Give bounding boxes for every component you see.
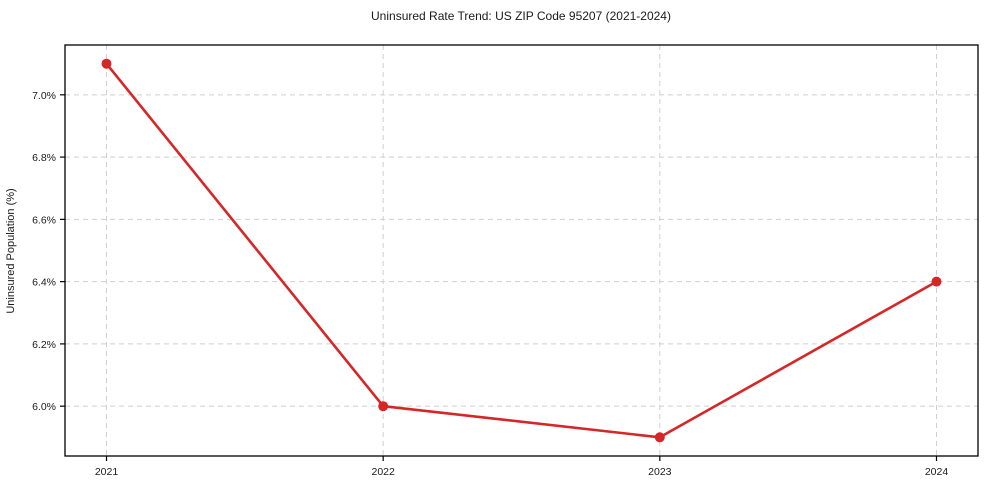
- grid-layer: [65, 45, 978, 456]
- y-tick-label: 6.2%: [32, 339, 56, 351]
- x-tick-label: 2021: [95, 466, 119, 478]
- y-tick-label: 7.0%: [32, 90, 56, 102]
- trend-line: [105, 62, 938, 439]
- y-axis-label: Uninsured Population (%): [5, 188, 17, 313]
- y-tick-label: 6.0%: [32, 401, 56, 413]
- data-point-2022: [378, 401, 389, 412]
- chart-title: Uninsured Rate Trend: US ZIP Code 95207 …: [371, 9, 671, 23]
- x-tick-label: 2023: [648, 466, 672, 478]
- data-point-2024: [931, 276, 942, 287]
- axes-layer: 6.0% 6.2% 6.4% 6.6% 6.8% 7.0% 2021 2022 2023 2024: [32, 44, 979, 478]
- series-layer: [101, 58, 942, 443]
- data-point-2023: [654, 432, 665, 443]
- y-tick-label: 6.4%: [32, 277, 56, 289]
- data-point-2021: [101, 58, 112, 69]
- y-tick-label: 6.6%: [32, 214, 56, 226]
- y-tick-label: 6.8%: [32, 152, 56, 164]
- x-tick-label: 2024: [925, 466, 949, 478]
- x-tick-label: 2022: [371, 466, 395, 478]
- plot-border: [64, 44, 979, 457]
